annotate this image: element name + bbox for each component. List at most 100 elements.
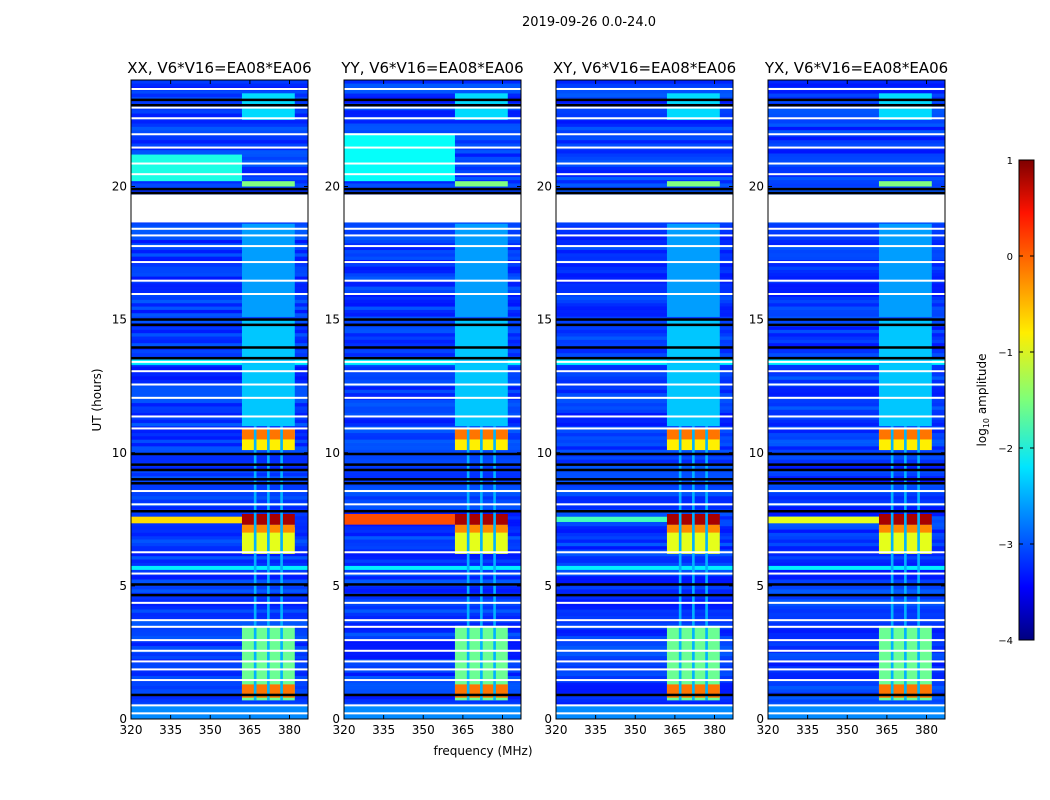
- no-data-line: [344, 293, 521, 295]
- no-data-line: [768, 704, 945, 707]
- heatmap-row: [768, 402, 945, 407]
- heatmap-row: [768, 555, 945, 560]
- heatmap-row: [131, 499, 308, 503]
- heatmap-row: [556, 539, 733, 543]
- heatmap-row: [768, 672, 945, 677]
- heatmap-row: [344, 109, 521, 114]
- flagged-line: [556, 693, 733, 697]
- heatmap-row: [556, 153, 733, 157]
- heatmap-row: [131, 535, 308, 540]
- heatmap-row: [344, 379, 521, 384]
- heatmap-row: [344, 399, 521, 404]
- heatmap-row: [556, 89, 733, 94]
- heatmap-row: [131, 412, 308, 417]
- heatmap-row: [131, 129, 308, 134]
- flagged-line: [768, 98, 945, 102]
- y-tick-label: 5: [119, 579, 127, 593]
- heatmap-row: [556, 389, 733, 394]
- heatmap-row: [131, 376, 308, 380]
- heatmap-row: [556, 246, 733, 251]
- heatmap-row: [768, 595, 945, 600]
- heatmap-row: [556, 612, 733, 617]
- no-data-line: [131, 245, 308, 248]
- heatmap-row: [131, 143, 308, 147]
- heatmap-row: [556, 123, 733, 127]
- no-data-line: [768, 601, 945, 604]
- x-tick-label: 335: [584, 723, 607, 737]
- heatmap-row: [556, 479, 733, 484]
- heatmap-row: [556, 316, 733, 320]
- heatmap-row: [768, 532, 945, 537]
- heatmap-row: [131, 80, 308, 84]
- heatmap-row: [768, 239, 945, 244]
- heatmap-row: [556, 312, 733, 317]
- no-data-line: [131, 490, 308, 493]
- x-tick-label: 365: [238, 723, 261, 737]
- y-tick-label: 0: [119, 712, 127, 726]
- heatmap-row: [344, 446, 521, 450]
- heatmap-row: [344, 496, 521, 500]
- no-data-line: [344, 415, 521, 418]
- heatmap-row: [131, 246, 308, 251]
- heatmap-row: [344, 99, 521, 104]
- flagged-line: [768, 509, 945, 513]
- flagged-line: [344, 509, 521, 513]
- heatmap-cell: [878, 181, 932, 187]
- no-data-line: [556, 162, 733, 165]
- y-tick-label: 0: [756, 712, 764, 726]
- heatmap-row: [768, 243, 945, 247]
- heatmap-row: [131, 236, 308, 241]
- no-data-line: [556, 572, 733, 575]
- heatmap-row: [344, 183, 521, 187]
- no-data-block: [556, 194, 733, 223]
- heatmap-cell: [890, 426, 894, 701]
- heatmap-row: [556, 299, 733, 304]
- no-data-line: [768, 261, 945, 264]
- no-data-line: [344, 679, 521, 682]
- heatmap-row: [556, 329, 733, 334]
- heatmap-row: [768, 635, 945, 640]
- flagged-line: [768, 593, 945, 597]
- heatmap-row: [344, 96, 521, 101]
- heatmap-row: [768, 326, 945, 330]
- heatmap-row: [131, 276, 308, 280]
- panel-title: YY, V6*V16=EA08*EA06: [340, 59, 523, 77]
- flagged-line: [556, 346, 733, 349]
- heatmap-row: [344, 662, 521, 667]
- heatmap-row: [131, 336, 308, 340]
- heatmap-row: [344, 675, 521, 680]
- heatmap-row: [344, 665, 521, 670]
- heatmap-row: [556, 126, 733, 131]
- heatmap-row: [344, 432, 521, 437]
- heatmap-row: [556, 602, 733, 607]
- heatmap-row: [131, 179, 308, 184]
- heatmap-row: [556, 635, 733, 640]
- heatmap-row: [344, 273, 521, 277]
- heatmap-row: [556, 685, 733, 690]
- heatmap-row: [768, 429, 945, 434]
- heatmap-row: [768, 80, 945, 84]
- x-tick-label: 380: [703, 723, 726, 737]
- heatmap-row: [131, 429, 308, 434]
- flagged-line: [131, 468, 308, 472]
- heatmap-row: [344, 332, 521, 337]
- heatmap-row: [131, 562, 308, 567]
- heatmap-row: [768, 512, 945, 517]
- flagged-line: [556, 187, 733, 191]
- heatmap-row: [768, 552, 945, 557]
- flagged-line: [768, 187, 945, 191]
- y-tick-label: 5: [332, 579, 340, 593]
- heatmap-row: [131, 409, 308, 414]
- heatmap-row: [344, 535, 521, 540]
- flagged-line: [556, 318, 733, 321]
- heatmap-row: [131, 579, 308, 583]
- heatmap-row: [131, 472, 308, 477]
- heatmap-row: [556, 302, 733, 307]
- no-data-line: [344, 625, 521, 628]
- flagged-line: [131, 103, 308, 107]
- heatmap-row: [131, 539, 308, 543]
- flagged-line: [344, 463, 521, 466]
- heatmap-row: [768, 422, 945, 427]
- heatmap-row: [131, 456, 308, 460]
- heatmap-row: [344, 129, 521, 134]
